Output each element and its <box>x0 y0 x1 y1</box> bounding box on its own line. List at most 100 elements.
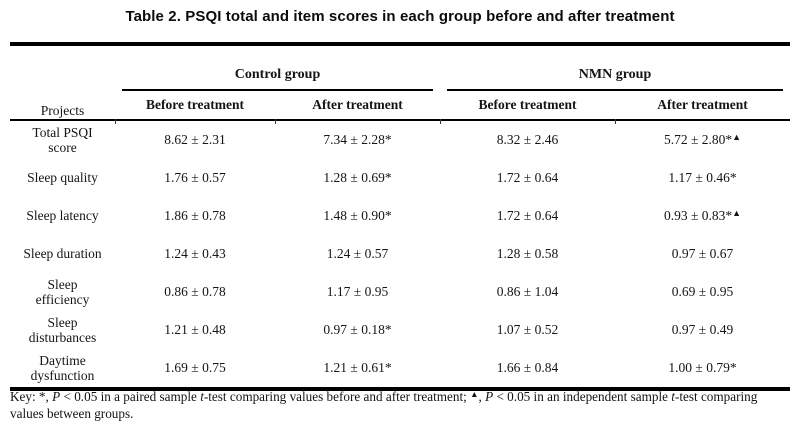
value-text: 7.34 ± 2.28* <box>323 132 392 147</box>
cell-value: 8.62 ± 2.31 <box>115 120 275 159</box>
cell-value: 1.17 ± 0.95 <box>275 273 440 311</box>
value-text: 8.62 ± 2.31 <box>164 132 226 147</box>
cell-value: 1.00 ± 0.79* <box>615 349 790 389</box>
value-text: 1.76 ± 0.57 <box>164 170 226 185</box>
row-label: Daytime dysfunction <box>30 352 95 383</box>
control-group-header: Control group <box>115 44 440 91</box>
cell-value: 1.21 ± 0.48 <box>115 311 275 349</box>
cell-value: 0.86 ± 0.78 <box>115 273 275 311</box>
row-label: Sleep quality <box>27 170 98 186</box>
cell-value: 1.48 ± 0.90* <box>275 197 440 235</box>
value-text: 1.48 ± 0.90* <box>323 208 392 223</box>
value-text: 1.28 ± 0.58 <box>496 246 559 261</box>
significance-marker: ▲ <box>732 132 742 142</box>
value-text: 1.07 ± 0.52 <box>496 322 559 337</box>
value-text: 1.00 ± 0.79* <box>668 360 737 375</box>
value-text: 1.86 ± 0.78 <box>164 208 226 223</box>
cell-value: 1.69 ± 0.75 <box>115 349 275 389</box>
table-row-sleep-duration: Sleep duration 1.24 ± 0.43 1.24 ± 0.57 1… <box>10 235 790 273</box>
value-text: 1.24 ± 0.43 <box>164 246 226 261</box>
header-sub-row: Before treatment After treatment Before … <box>10 91 791 121</box>
value-text: 0.86 ± 1.04 <box>496 284 559 299</box>
value-text: 0.97 ± 0.18* <box>323 322 392 337</box>
significance-marker: ▲ <box>732 208 742 218</box>
value-text: 1.72 ± 0.64 <box>496 208 559 223</box>
column-divider-tick <box>115 119 116 124</box>
value-text: 1.69 ± 0.75 <box>164 360 226 375</box>
control-before-header: Before treatment <box>115 91 275 121</box>
cell-value: 1.76 ± 0.57 <box>115 159 275 197</box>
nmn-before-header: Before treatment <box>440 91 616 121</box>
cell-value: 1.86 ± 0.78 <box>115 197 275 235</box>
key-text: < 0.05 in an independent sample <box>493 389 672 404</box>
cell-value: 1.07 ± 0.52 <box>440 311 615 349</box>
cell-value: 1.28 ± 0.69* <box>275 159 440 197</box>
table-row-sleep-efficiency: Sleep efficiency 0.86 ± 0.78 1.17 ± 0.95… <box>10 273 790 311</box>
value-text: 1.21 ± 0.61* <box>323 360 392 375</box>
value-text: 1.28 ± 0.69* <box>323 170 392 185</box>
cell-value: 0.93 ± 0.83*▲ <box>615 197 790 235</box>
cell-value: 7.34 ± 2.28* <box>275 120 440 159</box>
row-label: Sleep efficiency <box>35 276 90 307</box>
key-t-italic: t <box>200 389 204 404</box>
key-t-italic: t <box>671 389 675 404</box>
key-text: < 0.05 in a paired sample <box>60 389 201 404</box>
value-text: 1.17 ± 0.46* <box>668 170 737 185</box>
key-p-italic: P <box>52 389 61 404</box>
nmn-after-header: After treatment <box>615 91 791 121</box>
table-row-daytime-dysfunction: Daytime dysfunction 1.69 ± 0.75 1.21 ± 0… <box>10 349 790 389</box>
key-p-italic: P <box>485 389 494 404</box>
column-divider-tick <box>440 119 441 124</box>
table-container: Projects Control group NMN group Before … <box>10 42 791 391</box>
value-text: 0.69 ± 0.95 <box>671 284 734 299</box>
cell-value: 5.72 ± 2.80*▲ <box>615 120 790 159</box>
nmn-group-header: NMN group <box>440 44 790 91</box>
cell-value: 1.66 ± 0.84 <box>440 349 615 389</box>
cell-value: 1.28 ± 0.58 <box>440 235 615 273</box>
table-row-sleep-latency: Sleep latency 1.86 ± 0.78 1.48 ± 0.90* 1… <box>10 197 790 235</box>
table-key-footnote: Key: *, P < 0.05 in a paired sample t-te… <box>10 389 794 423</box>
cell-value: 0.69 ± 0.95 <box>615 273 790 311</box>
psqi-table: Projects Control group NMN group Before … <box>10 42 791 391</box>
table-title: Table 2. PSQI total and item scores in e… <box>125 8 675 25</box>
cell-value: 8.32 ± 2.46 <box>440 120 615 159</box>
value-text: 1.72 ± 0.64 <box>496 170 559 185</box>
value-text: 0.97 ± 0.67 <box>671 246 734 261</box>
value-text: 0.97 ± 0.49 <box>671 322 734 337</box>
cell-value: 1.24 ± 0.57 <box>275 235 440 273</box>
cell-value: 1.72 ± 0.64 <box>440 197 615 235</box>
cell-value: 1.17 ± 0.46* <box>615 159 790 197</box>
nmn-group-label: NMN group <box>447 67 784 91</box>
key-text: -test comparing values between groups. <box>10 389 758 421</box>
projects-header: Projects <box>10 44 115 121</box>
value-text: 1.17 ± 0.95 <box>326 284 389 299</box>
control-after-header: After treatment <box>275 91 441 121</box>
value-text: 1.66 ± 0.84 <box>496 360 559 375</box>
value-text: 5.72 ± 2.80* <box>663 132 733 147</box>
key-text: , <box>478 389 486 404</box>
triangle-marker: ▲ <box>470 389 479 399</box>
key-text: -test comparing values before and after … <box>203 389 471 404</box>
table-row-sleep-quality: Sleep quality 1.76 ± 0.57 1.28 ± 0.69* 1… <box>10 159 790 197</box>
cell-value: 1.72 ± 0.64 <box>440 159 615 197</box>
cell-value: 1.21 ± 0.61* <box>275 349 440 389</box>
control-group-label: Control group <box>122 67 434 91</box>
column-divider-tick <box>275 119 276 124</box>
row-label: Sleep latency <box>26 208 99 224</box>
cell-value: 0.86 ± 1.04 <box>440 273 615 311</box>
key-text: Key: *, <box>10 389 53 404</box>
table-row-total-psqi: Total PSQI score 8.62 ± 2.31 7.34 ± 2.28… <box>10 120 790 159</box>
value-text: 8.32 ± 2.46 <box>496 132 559 147</box>
row-label: Sleep disturbances <box>28 314 97 345</box>
cell-value: 0.97 ± 0.49 <box>615 311 790 349</box>
cell-value: 0.97 ± 0.67 <box>615 235 790 273</box>
table-row-sleep-disturbances: Sleep disturbances 1.21 ± 0.48 0.97 ± 0.… <box>10 311 790 349</box>
cell-value: 0.97 ± 0.18* <box>275 311 440 349</box>
row-label: Total PSQI score <box>32 124 93 155</box>
cell-value: 1.24 ± 0.43 <box>115 235 275 273</box>
row-label: Sleep duration <box>23 246 102 262</box>
value-text: 0.86 ± 0.78 <box>164 284 226 299</box>
value-text: 0.93 ± 0.83* <box>663 208 733 223</box>
value-text: 1.24 ± 0.57 <box>326 246 389 261</box>
